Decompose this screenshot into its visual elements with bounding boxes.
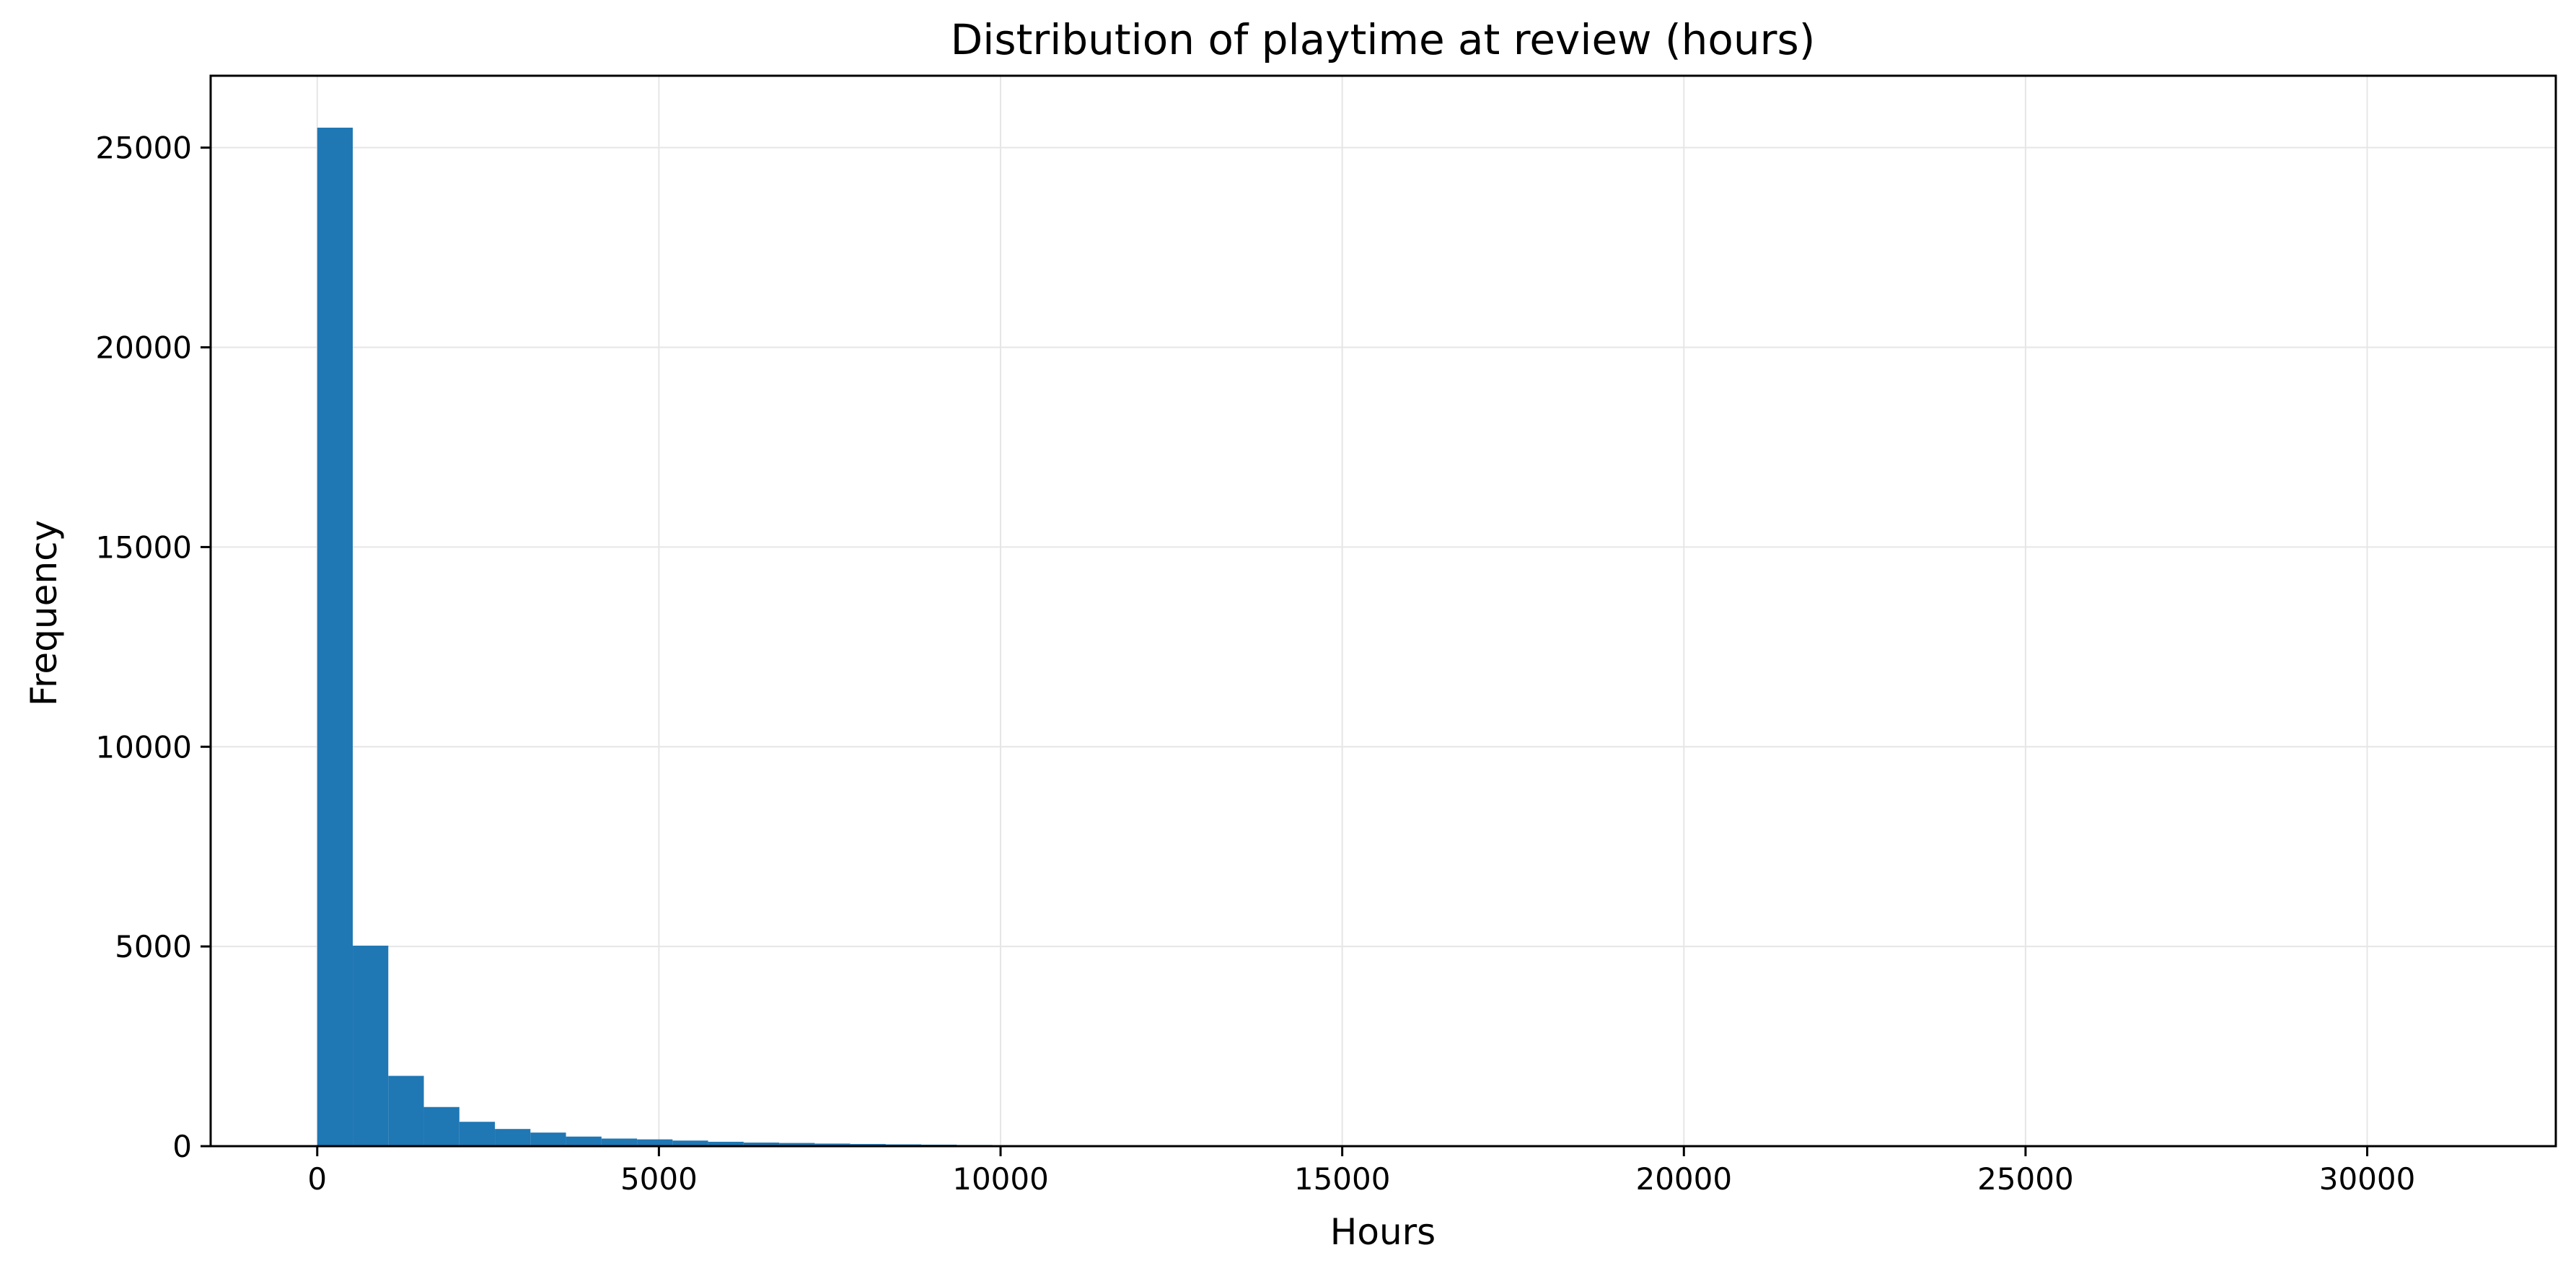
x-tick-label: 30000: [2319, 1161, 2416, 1197]
y-tick-label: 25000: [95, 131, 192, 166]
histogram-bar: [708, 1141, 744, 1146]
x-tick-label: 15000: [1294, 1161, 1391, 1197]
x-axis: 0 5000 10000 15000 20000 25000 30000: [307, 1146, 2415, 1197]
histogram-bar: [423, 1106, 460, 1146]
histogram-bar: [672, 1140, 708, 1146]
plot-frame: [209, 74, 2557, 1148]
x-tick-label: 20000: [1635, 1161, 1732, 1197]
histogram-bar: [530, 1132, 566, 1146]
x-tick-label: 10000: [952, 1161, 1049, 1197]
y-tick-label: 15000: [95, 529, 192, 565]
histogram-bar: [388, 1075, 424, 1146]
y-axis-title: Frequency: [23, 520, 65, 706]
x-axis-title: Hours: [1330, 1211, 1436, 1253]
y-tick-label: 10000: [95, 729, 192, 765]
histogram-bar: [601, 1138, 638, 1146]
y-axis: 0 5000 10000 15000 20000 25000: [95, 131, 211, 1164]
chart-title: Distribution of playtime at review (hour…: [951, 15, 1816, 64]
y-tick-label: 5000: [115, 929, 192, 964]
histogram-bar: [637, 1139, 673, 1146]
histogram-bar: [495, 1129, 531, 1146]
histogram-bar: [353, 946, 389, 1146]
histogram-bar: [566, 1136, 602, 1146]
grid: [211, 76, 2556, 1147]
bars: [317, 127, 2450, 1147]
histogram-bar: [814, 1143, 850, 1146]
y-tick-label: 20000: [95, 330, 192, 366]
histogram-bar: [743, 1143, 780, 1146]
x-tick-label: 5000: [620, 1161, 698, 1197]
x-tick-label: 25000: [1977, 1161, 2074, 1197]
y-tick-label: 0: [172, 1129, 192, 1164]
histogram-bar: [459, 1122, 496, 1146]
histogram-bar: [779, 1143, 815, 1146]
histogram-bar: [317, 127, 353, 1146]
x-tick-label: 0: [307, 1161, 327, 1197]
histogram-bar: [850, 1143, 886, 1146]
